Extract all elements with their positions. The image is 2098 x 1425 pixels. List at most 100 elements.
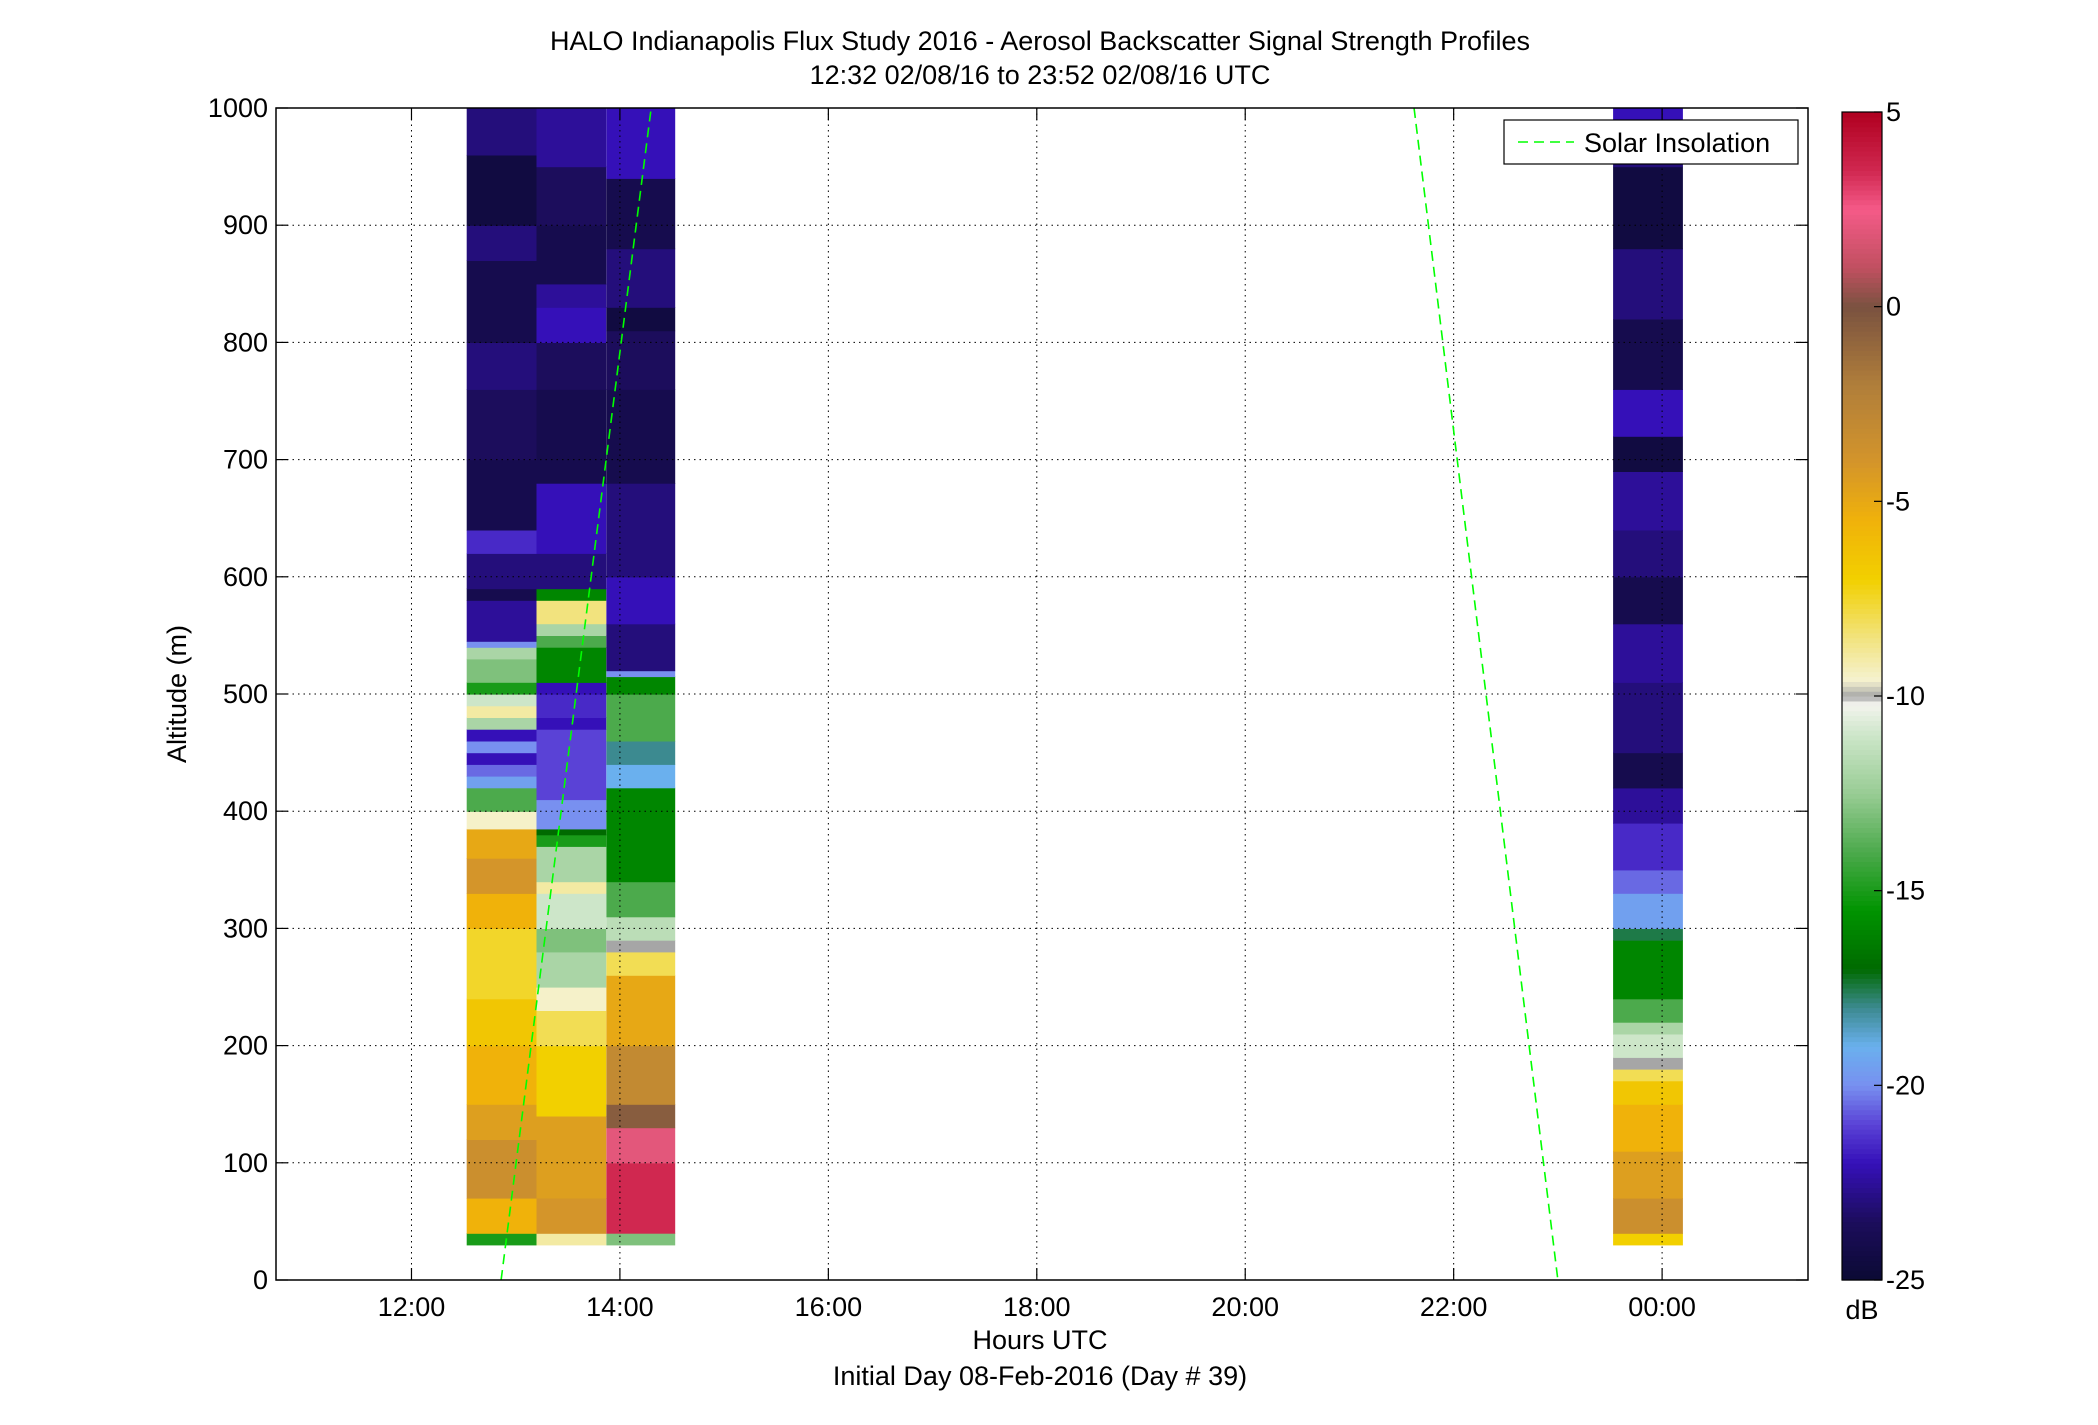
y-tick-label: 0 bbox=[253, 1265, 268, 1295]
colorbar-step bbox=[1842, 223, 1882, 230]
profile-cell bbox=[466, 225, 537, 261]
profile-cell bbox=[466, 787, 537, 812]
colorbar-step bbox=[1842, 155, 1882, 162]
profile-cell bbox=[606, 1045, 676, 1105]
colorbar-step bbox=[1842, 783, 1882, 790]
colorbar-step bbox=[1842, 1211, 1882, 1218]
profile-cell bbox=[536, 108, 607, 168]
profile-cell bbox=[466, 1233, 537, 1246]
y-tick-label: 600 bbox=[223, 562, 268, 592]
solar-insolation-segment bbox=[1413, 107, 1559, 1281]
profile-cell bbox=[536, 225, 607, 285]
colorbar-step bbox=[1842, 734, 1882, 741]
profile-cell bbox=[1613, 893, 1683, 929]
colorbar-step bbox=[1842, 661, 1882, 668]
colorbar-step bbox=[1842, 929, 1882, 936]
colorbar-step bbox=[1842, 769, 1882, 775]
profile-cell bbox=[1613, 319, 1683, 390]
profile-cell bbox=[536, 1045, 607, 1117]
colorbar-step bbox=[1842, 335, 1882, 342]
profile-cell bbox=[466, 389, 537, 461]
colorbar-step bbox=[1842, 856, 1882, 863]
profile-cell bbox=[466, 658, 537, 683]
colorbar-step bbox=[1842, 1168, 1882, 1174]
colorbar-step bbox=[1842, 1124, 1882, 1130]
profile-cell bbox=[536, 846, 607, 883]
colorbar-step bbox=[1842, 997, 1882, 1004]
profile-cell bbox=[606, 1162, 676, 1234]
colorbar-step bbox=[1842, 1075, 1882, 1082]
colorbar-step bbox=[1842, 243, 1882, 249]
colorbar-step bbox=[1842, 515, 1882, 522]
colorbar-step bbox=[1842, 1012, 1882, 1018]
colorbar-step bbox=[1842, 248, 1882, 254]
colorbar-step bbox=[1842, 384, 1882, 390]
colorbar-step bbox=[1842, 374, 1882, 381]
colorbar-step bbox=[1842, 1172, 1882, 1179]
colorbar-step bbox=[1842, 764, 1882, 770]
colorbar-step bbox=[1842, 890, 1882, 897]
colorbar-step bbox=[1842, 136, 1882, 142]
colorbar-step bbox=[1842, 214, 1882, 220]
colorbar-step bbox=[1842, 871, 1882, 877]
profile-cell bbox=[466, 764, 537, 777]
profile-cell bbox=[466, 682, 537, 695]
profile-cell bbox=[1613, 248, 1683, 320]
colorbar-step bbox=[1842, 812, 1882, 819]
profile-cell bbox=[536, 928, 607, 953]
profile-cell bbox=[466, 600, 537, 642]
colorbar-step bbox=[1842, 1007, 1882, 1013]
profile-cell bbox=[1613, 576, 1683, 625]
profile-cell bbox=[536, 342, 607, 390]
profile-cell bbox=[1613, 998, 1683, 1023]
profile-cell bbox=[1613, 166, 1683, 250]
colorbar-step bbox=[1842, 686, 1882, 692]
profile-cell bbox=[606, 1127, 676, 1164]
profile-cell bbox=[536, 1198, 607, 1234]
profile-cell bbox=[1613, 752, 1683, 789]
colorbar-step bbox=[1842, 253, 1882, 259]
colorbar-step bbox=[1842, 968, 1882, 974]
colorbar-step bbox=[1842, 170, 1882, 176]
colorbar-step bbox=[1842, 681, 1882, 687]
colorbar-step bbox=[1842, 326, 1882, 332]
profile-cell bbox=[606, 623, 676, 672]
profile-cell bbox=[466, 729, 537, 742]
colorbar-step bbox=[1842, 321, 1882, 327]
colorbar-step bbox=[1842, 428, 1882, 434]
colorbar-step bbox=[1842, 1090, 1882, 1096]
profile-cell bbox=[536, 1233, 607, 1246]
colorbar-step bbox=[1842, 1231, 1882, 1237]
profile-cell bbox=[1613, 1198, 1683, 1234]
profile-cell bbox=[606, 248, 676, 308]
colorbar-step bbox=[1842, 491, 1882, 498]
colorbar-step bbox=[1842, 1036, 1882, 1043]
colorbar-step bbox=[1842, 559, 1882, 566]
colorbar-step bbox=[1842, 287, 1882, 293]
x-tick-label: 22:00 bbox=[1420, 1292, 1488, 1322]
profile-cell bbox=[466, 553, 537, 590]
colorbar-step bbox=[1842, 525, 1882, 532]
colorbar-step bbox=[1842, 876, 1882, 882]
colorbar-step bbox=[1842, 408, 1882, 415]
colorbar: 5 0 -5 -10 -15 -20 -25 bbox=[1841, 97, 1925, 1295]
colorbar-step bbox=[1842, 277, 1882, 283]
colorbar-step bbox=[1842, 623, 1882, 629]
y-tick-label: 200 bbox=[223, 1031, 268, 1061]
profile-cell bbox=[536, 623, 607, 636]
colorbar-step bbox=[1842, 1245, 1882, 1252]
colorbar-step bbox=[1842, 793, 1882, 799]
colorbar-step bbox=[1842, 1026, 1882, 1033]
colorbar-step bbox=[1842, 180, 1882, 186]
colorbar-step bbox=[1842, 1221, 1882, 1228]
colorbar-step bbox=[1842, 452, 1882, 459]
colorbar-step bbox=[1842, 501, 1882, 507]
colorbar-step bbox=[1842, 311, 1882, 317]
colorbar-step bbox=[1842, 219, 1882, 225]
profile-cell bbox=[1613, 1069, 1683, 1082]
colorbar-step bbox=[1842, 1177, 1882, 1184]
profile-cell bbox=[466, 776, 537, 789]
colorbar-step bbox=[1842, 481, 1882, 488]
profile-cell bbox=[466, 647, 537, 660]
profile-cell bbox=[536, 1010, 607, 1047]
